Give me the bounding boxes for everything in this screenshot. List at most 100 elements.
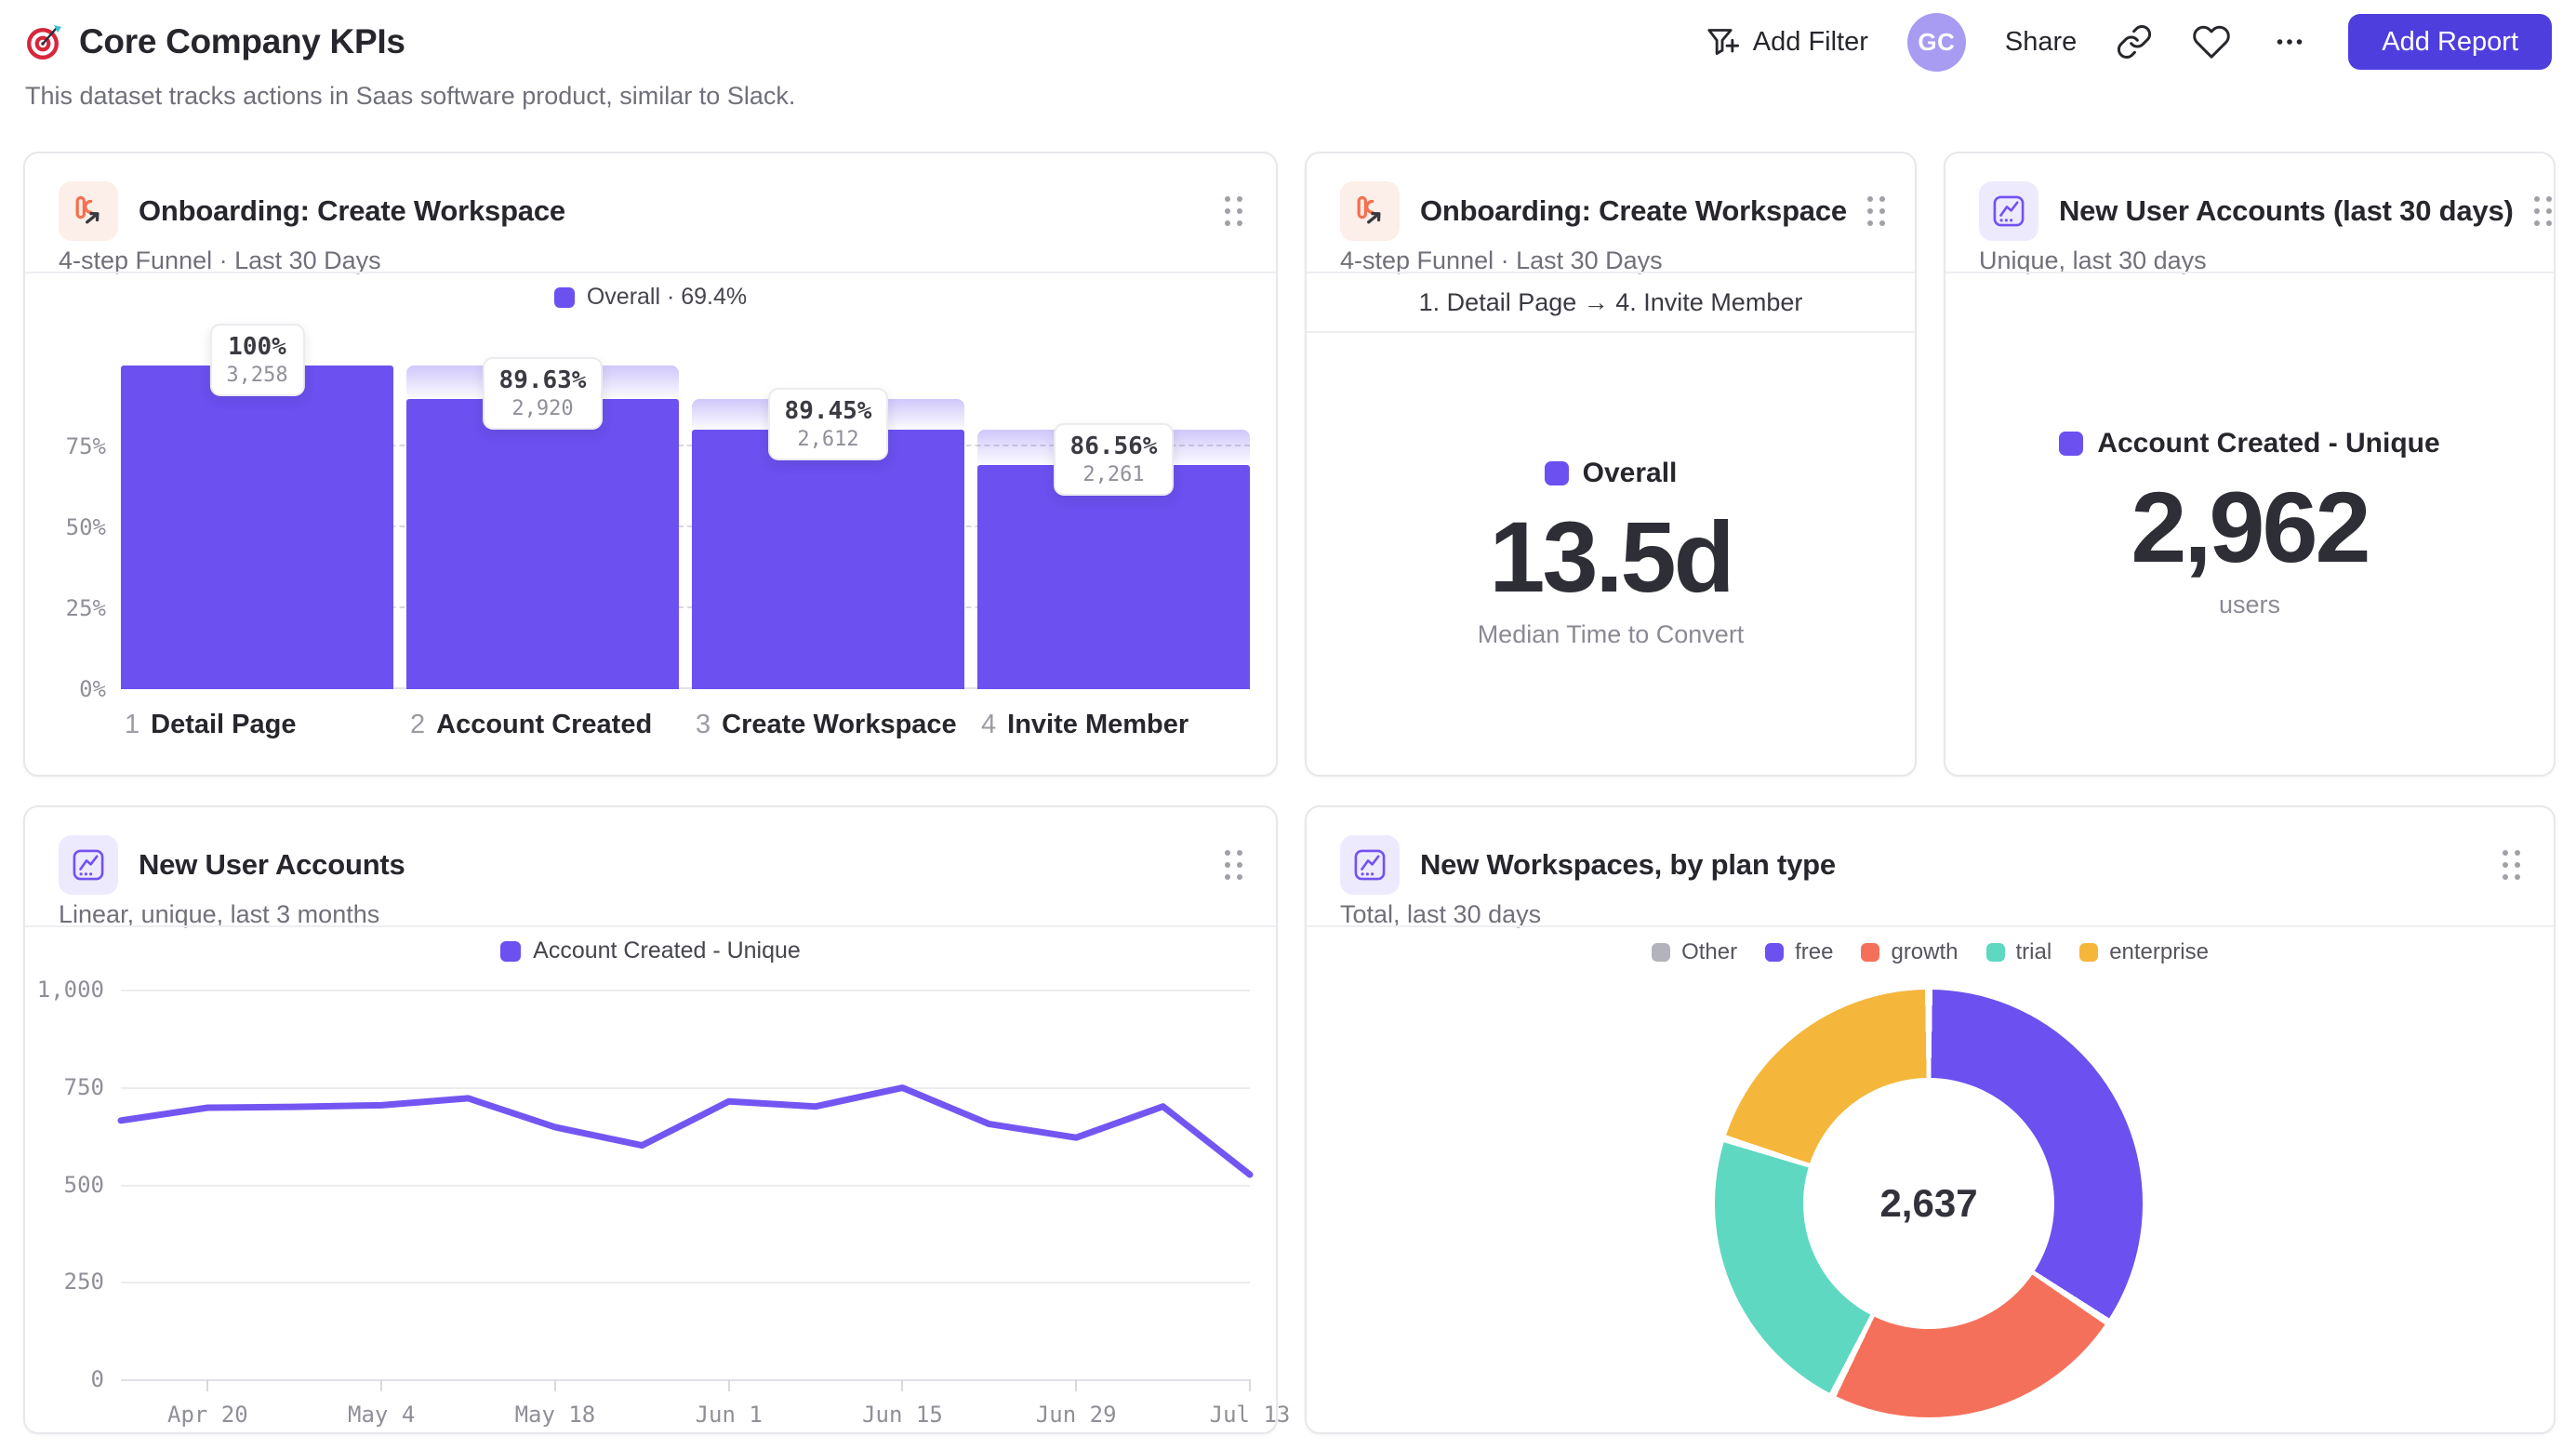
- x-axis-label: Jun 15: [862, 1402, 943, 1428]
- x-axis-tick: [206, 1379, 209, 1391]
- funnel-bar[interactable]: [121, 366, 393, 689]
- insights-report-icon: [59, 835, 118, 895]
- card-header: New User Accounts (last 30 days): [1979, 181, 2552, 241]
- drag-handle-icon[interactable]: [1225, 196, 1242, 226]
- divider: [1307, 925, 2554, 927]
- card-new-user-accounts-trend: New User Accounts Linear, unique, last 3…: [23, 805, 1291, 1434]
- x-axis-tick: [380, 1379, 383, 1391]
- funnel-value-tooltip: 86.56% 2,261: [1053, 422, 1175, 496]
- y-axis-label: 0: [90, 1366, 104, 1392]
- funnel-bar[interactable]: [692, 430, 964, 689]
- line-legend[interactable]: Account Created - Unique: [25, 937, 1276, 964]
- donut-total: 2,637: [1879, 1181, 1978, 1225]
- metric-caption: Median Time to Convert: [1477, 619, 1745, 648]
- metric-value: 2,962: [2131, 470, 2370, 583]
- gridline: [121, 1184, 1250, 1187]
- add-filter-button[interactable]: Add Filter: [1704, 23, 1868, 60]
- legend-swatch: [553, 286, 575, 308]
- funnel-value-tooltip: 89.63% 2,920: [482, 357, 604, 431]
- card-time-to-convert: Onboarding: Create Workspace 4-step Funn…: [1305, 152, 1917, 777]
- card-new-workspaces-by-plan: New Workspaces, by plan type Total, last…: [1305, 805, 2556, 1434]
- add-report-button[interactable]: Add Report: [2348, 14, 2552, 70]
- copy-link-icon[interactable]: [2116, 23, 2153, 60]
- more-options-icon[interactable]: [2270, 22, 2309, 61]
- line-series[interactable]: [117, 990, 1254, 1379]
- card-title: Onboarding: Create Workspace: [139, 194, 565, 227]
- funnel-value-tooltip: 100% 3,258: [209, 324, 305, 396]
- x-axis-label: May 4: [348, 1402, 416, 1428]
- legend-label: trial: [2015, 939, 2052, 964]
- legend-item-enterprise[interactable]: enterprise: [2079, 939, 2209, 965]
- card-header: New Workspaces, by plan type: [1340, 835, 2520, 895]
- y-axis-label: 750: [63, 1073, 104, 1100]
- y-axis-label: 0%: [79, 676, 106, 702]
- y-axis-label: 250: [63, 1269, 104, 1296]
- x-axis-label: Apr 20: [167, 1402, 248, 1428]
- gridline: [121, 1379, 1250, 1381]
- funnel-bar[interactable]: [977, 464, 1250, 689]
- x-axis-label: Jun 1: [695, 1402, 763, 1428]
- y-axis-label: 75%: [65, 433, 106, 459]
- legend-item-growth[interactable]: growth: [1861, 939, 1959, 965]
- funnel-step-label: 1 Detail Page: [125, 710, 297, 739]
- drag-handle-icon[interactable]: [1225, 850, 1242, 880]
- funnel-legend[interactable]: Overall · 69.4%: [25, 284, 1276, 311]
- card-header: New User Accounts: [59, 835, 1242, 895]
- favorite-heart-icon[interactable]: [2192, 22, 2231, 61]
- funnel-bar[interactable]: [406, 399, 679, 689]
- card-title: New Workspaces, by plan type: [1420, 848, 1836, 881]
- funnel-report-icon: [1340, 181, 1400, 241]
- insights-report-icon: [1979, 181, 2038, 241]
- insights-report-icon: [1340, 835, 1400, 895]
- gridline: [121, 606, 1250, 608]
- filter-plus-icon: [1704, 23, 1741, 60]
- donut-chart[interactable]: 2,637: [1715, 990, 2143, 1417]
- y-axis-label: 50%: [65, 514, 106, 540]
- metric-caption: users: [2218, 590, 2281, 618]
- header-actions: Add Filter GC Share Add Report: [1704, 11, 2552, 73]
- legend-item-trial[interactable]: trial: [1985, 939, 2052, 965]
- gridline: [121, 1086, 1250, 1089]
- drag-handle-icon[interactable]: [1866, 196, 1885, 226]
- legend-swatch: [1652, 943, 1671, 962]
- metric-body: Account Created - Unique 2,962 users: [1945, 272, 2554, 775]
- divider: [1307, 272, 1915, 273]
- x-axis-tick: [1249, 1379, 1251, 1391]
- drag-handle-icon[interactable]: [2503, 850, 2520, 880]
- donut-legend: Other free growth trial enterprise: [1307, 939, 2554, 965]
- legend-label: growth: [1891, 939, 1959, 964]
- drag-handle-icon[interactable]: [2533, 196, 2552, 226]
- legend-item-other[interactable]: Other: [1652, 939, 1737, 965]
- avatar[interactable]: GC: [1906, 12, 1966, 72]
- x-axis-tick: [727, 1379, 730, 1391]
- funnel-step-label: 4 Invite Member: [981, 710, 1189, 739]
- card-funnel-chart: Onboarding: Create Workspace 4-step Funn…: [23, 152, 1278, 777]
- funnel-step-range: 1. Detail Page → 4. Invite Member: [1307, 273, 1915, 333]
- dashboard-header: Core Company KPIs: [25, 22, 405, 61]
- target-icon: [25, 22, 64, 61]
- x-axis-label: Jul 13: [1209, 1402, 1291, 1428]
- funnel-value-tooltip: 89.45% 2,612: [767, 388, 889, 461]
- legend-swatch: [1861, 943, 1880, 962]
- card-title: New User Accounts: [139, 848, 405, 881]
- share-button[interactable]: Share: [2005, 27, 2077, 58]
- card-subtitle: 4-step Funnel · Last 30 Days: [59, 246, 381, 274]
- legend-label: Account Created - Unique: [2097, 427, 2440, 459]
- x-axis-tick: [1075, 1379, 1078, 1391]
- gridline: [121, 990, 1250, 991]
- legend-label: Overall · 69.4%: [586, 284, 748, 310]
- metric-legend[interactable]: Overall: [1544, 457, 1678, 489]
- line-plot: 0 250 500 750 1,000 Apr 20 May 4 May 18 Jun 1 Jun…: [37, 977, 1291, 1428]
- divider: [25, 272, 1276, 273]
- legend-item-free[interactable]: free: [1765, 939, 1833, 965]
- y-axis-label: 25%: [65, 595, 106, 621]
- y-axis-label: 1,000: [36, 977, 104, 1003]
- gridline: [121, 525, 1250, 527]
- card-title: Onboarding: Create Workspace: [1420, 194, 1847, 227]
- legend-label: enterprise: [2109, 939, 2209, 964]
- legend-label: Overall: [1582, 457, 1678, 488]
- legend-label: free: [1795, 939, 1834, 964]
- metric-value: 13.5d: [1489, 499, 1734, 613]
- x-axis-tick: [553, 1379, 556, 1391]
- metric-legend[interactable]: Account Created - Unique: [2059, 427, 2440, 459]
